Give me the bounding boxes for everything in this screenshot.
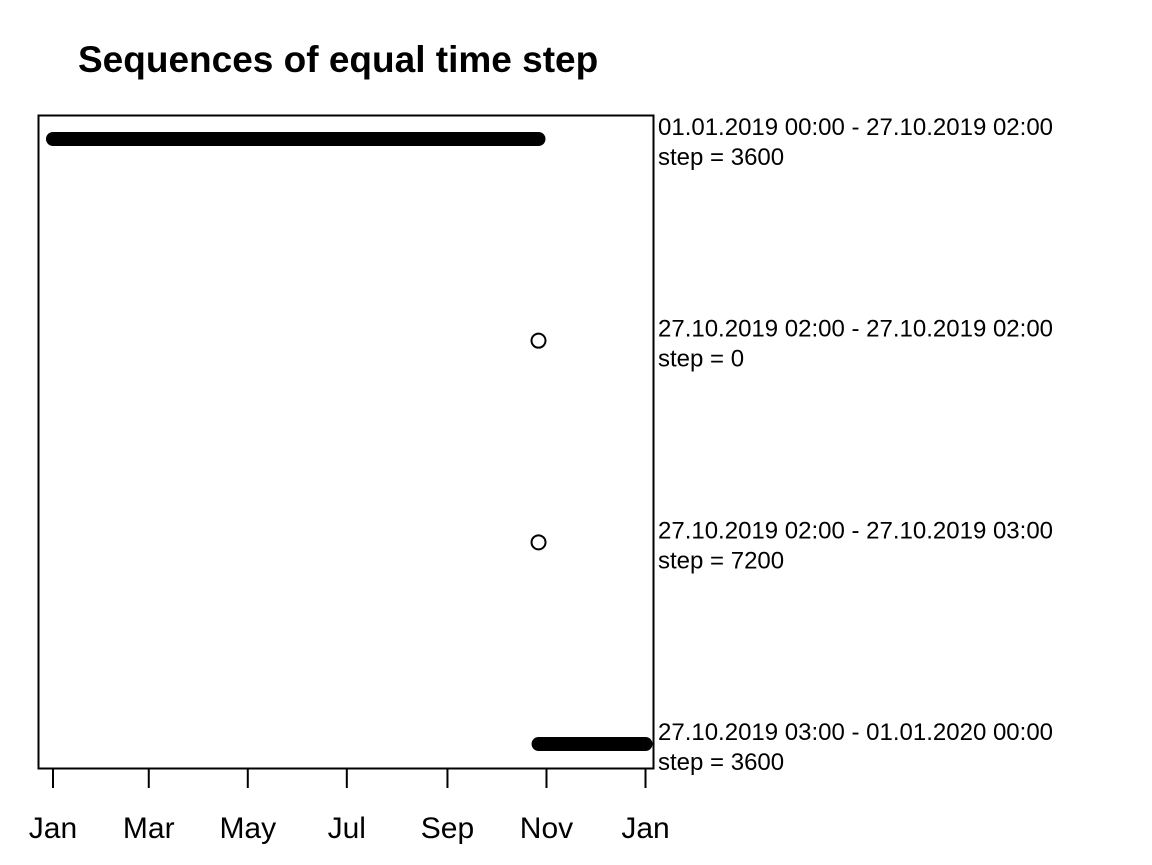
- x-tick-label: Jan: [29, 812, 77, 845]
- plot-frame: [37, 114, 655, 770]
- x-tick-label: Nov: [520, 812, 573, 845]
- segment-labels: 01.01.2019 00:00 - 27.10.2019 02:00 step …: [658, 114, 1053, 776]
- segment-range-label: 27.10.2019 03:00 - 01.01.2020 00:00: [658, 719, 1053, 746]
- segment-step-label: step = 7200: [658, 547, 784, 574]
- segment-step-label: step = 3600: [658, 144, 784, 171]
- x-tick-label: May: [219, 812, 276, 845]
- x-tick-label: Mar: [123, 812, 175, 845]
- x-tick-label: Sep: [421, 812, 474, 845]
- chart-title: Sequences of equal time step: [78, 39, 598, 80]
- segment-range-label: 01.01.2019 00:00 - 27.10.2019 02:00: [658, 114, 1053, 141]
- x-axis: Jan Mar May Jul Sep Nov Jan: [29, 768, 670, 845]
- segment-point-2: [530, 332, 547, 349]
- segment-step-label: step = 3600: [658, 749, 784, 776]
- segment-range-label: 27.10.2019 02:00 - 27.10.2019 02:00: [658, 316, 1053, 343]
- x-tick-label: Jan: [621, 812, 669, 845]
- segment-step-label: step = 0: [658, 346, 744, 373]
- x-tick-label: Jul: [328, 812, 366, 845]
- segment-range-label: 27.10.2019 02:00 - 27.10.2019 03:00: [658, 517, 1053, 544]
- segment-point-3: [530, 534, 547, 551]
- segments: [45, 132, 653, 751]
